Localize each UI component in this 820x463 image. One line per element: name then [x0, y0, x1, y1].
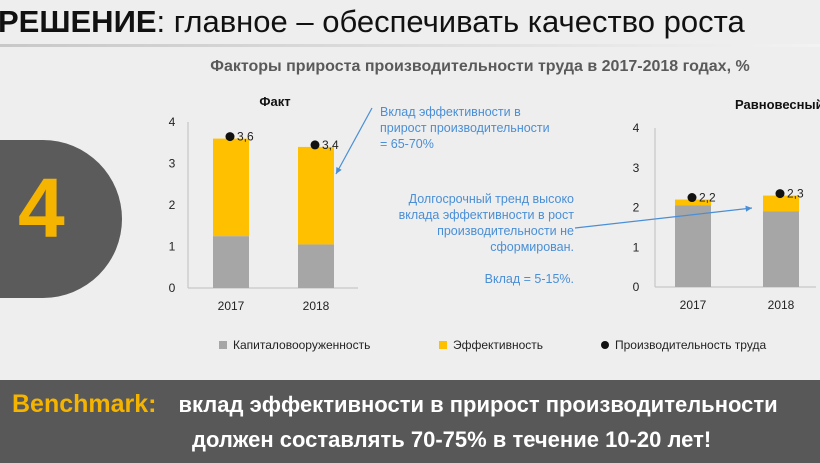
callout-eq-line: Вклад = 5-15%. — [484, 272, 574, 286]
callout-eq-line: производительности не — [437, 224, 574, 238]
data-label: 3,6 — [237, 130, 254, 144]
callout-fact-line: = 65-70% — [380, 137, 434, 151]
callout-fact: Вклад эффективности в прирост производит… — [380, 104, 600, 152]
bar-capital — [213, 236, 249, 288]
bar-efficiency — [213, 138, 249, 237]
bar-capital — [298, 244, 334, 288]
productivity-point — [775, 189, 785, 199]
legend-label: Эффективность — [453, 338, 544, 352]
banner-line-1: Benchmark: вклад эффективности в прирост … — [12, 390, 778, 419]
callout-eq-line: вклада эффективности в рост — [398, 208, 574, 222]
y-tick-label: 1 — [633, 240, 640, 254]
callout-arrow-1 — [335, 107, 373, 175]
callout-fact-line: Вклад эффективности в — [380, 105, 521, 119]
productivity-point — [310, 140, 320, 150]
y-tick-label: 1 — [169, 240, 176, 254]
step-number: 4 — [18, 161, 65, 255]
y-tick-label: 0 — [633, 280, 640, 294]
bar-capital — [675, 205, 711, 287]
legend-item-efficiency: Эффективность — [439, 338, 543, 352]
x-tick-label: 2017 — [680, 298, 707, 312]
chart-title: Равновесный прирост — [735, 97, 820, 112]
y-tick-label: 2 — [633, 201, 640, 215]
x-tick-label: 2018 — [768, 298, 795, 312]
y-tick-label: 3 — [633, 161, 640, 175]
legend-item-capital: Капиталовооруженность — [219, 338, 370, 352]
y-tick-label: 4 — [169, 115, 176, 129]
chart-title: Факт — [259, 94, 290, 109]
chart-header: Факторы прироста производительности труд… — [210, 58, 750, 75]
callout-arrow-2 — [574, 207, 753, 229]
slide-title: РЕШЕНИЕ: главное – обеспечивать качество… — [0, 4, 745, 40]
legend-swatch-grey — [219, 341, 227, 349]
callout-eq-line: Долгосрочный тренд высоко — [408, 192, 574, 206]
benchmark-banner: Benchmark: вклад эффективности в прирост … — [0, 380, 820, 463]
x-tick-label: 2017 — [218, 299, 245, 313]
bar-efficiency — [763, 195, 799, 212]
x-tick-label: 2018 — [303, 299, 330, 313]
legend-swatch-yellow — [439, 341, 447, 349]
slide-title-rest: : главное – обеспечивать качество роста — [156, 4, 745, 39]
banner-text-2: должен составлять 70-75% в течение 10-20… — [192, 427, 712, 452]
y-tick-label: 0 — [169, 281, 176, 295]
y-tick-label: 2 — [169, 198, 176, 212]
callout-fact-line: прирост производительности — [380, 121, 550, 135]
benchmark-label: Benchmark: — [12, 390, 157, 418]
callout-eq-line: сформирован. — [490, 240, 574, 254]
callout-arrow-2-head — [745, 205, 752, 212]
banner-text-1: вклад эффективности в прирост производит… — [178, 392, 778, 417]
bar-efficiency — [298, 146, 334, 245]
slide-title-bold: РЕШЕНИЕ — [0, 4, 157, 39]
title-underline — [0, 44, 820, 47]
data-label: 2,3 — [787, 187, 804, 201]
productivity-point — [225, 132, 235, 142]
callout-arrow-1-head — [336, 167, 342, 174]
step-badge: 4 — [0, 140, 122, 298]
legend-label: Капиталовооруженность — [233, 338, 371, 352]
legend-label: Производительность труда — [615, 338, 767, 352]
y-tick-label: 4 — [633, 121, 640, 135]
callout-spacer — [368, 255, 574, 271]
bar-capital — [763, 211, 799, 287]
data-label: 2,2 — [699, 191, 716, 205]
y-tick-label: 3 — [169, 157, 176, 171]
legend-item-productivity: Производительность труда — [601, 338, 766, 352]
callout-equilibrium: Долгосрочный тренд высоко вклада эффекти… — [368, 191, 574, 287]
bar-efficiency — [675, 199, 711, 206]
productivity-point — [687, 193, 697, 203]
data-label: 3,4 — [322, 138, 339, 152]
legend-swatch-dot — [601, 341, 609, 349]
